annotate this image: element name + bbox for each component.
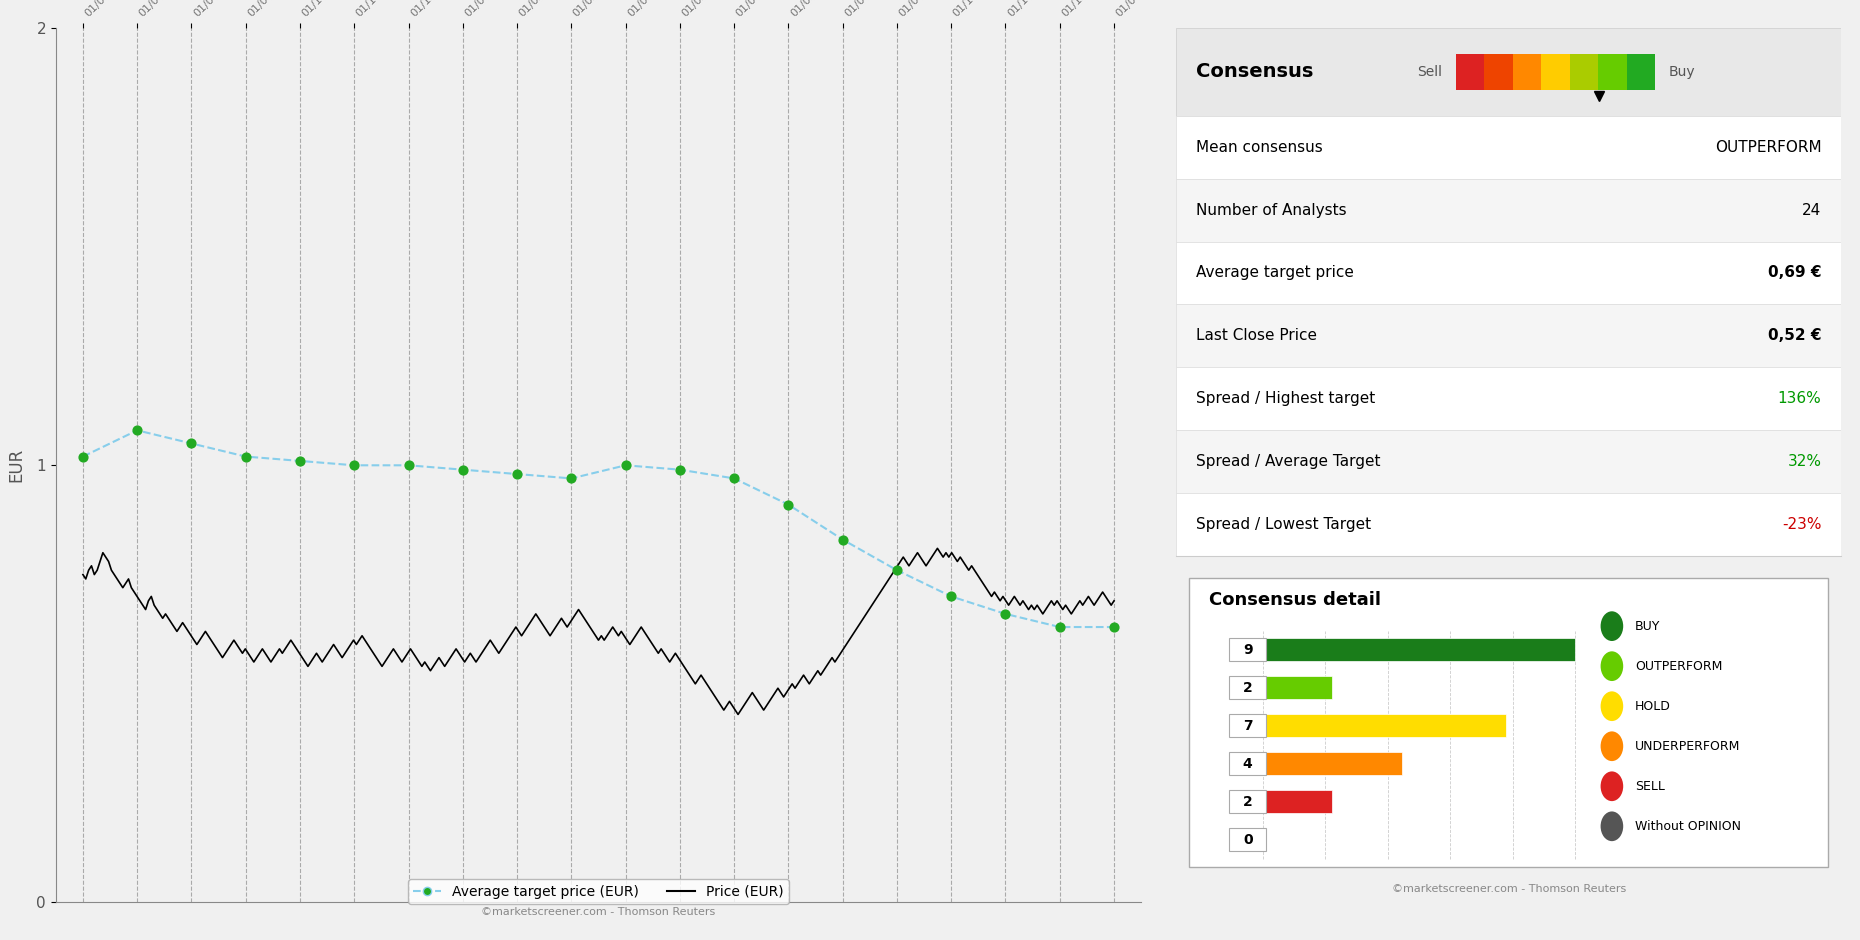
Bar [1229, 752, 1267, 775]
Point [123, 423, 153, 438]
Text: ©marketscreener.com - Thomson Reuters: ©marketscreener.com - Thomson Reuters [482, 907, 716, 916]
Bar [1628, 54, 1655, 90]
Bar [1176, 116, 1841, 179]
Bar [1229, 791, 1267, 813]
Circle shape [1601, 772, 1624, 801]
Bar [1176, 305, 1841, 368]
Text: 32%: 32% [1787, 454, 1821, 469]
Text: Without OPINION: Without OPINION [1635, 820, 1741, 833]
Text: ©marketscreener.com - Thomson Reuters: ©marketscreener.com - Thomson Reuters [1391, 884, 1626, 894]
Text: 2: 2 [1242, 681, 1252, 695]
Bar [1456, 54, 1484, 90]
Bar [1263, 638, 1575, 661]
Text: 7: 7 [1242, 718, 1252, 732]
Circle shape [1601, 691, 1624, 721]
Text: 0,69 €: 0,69 € [1769, 265, 1821, 280]
Text: 0,52 €: 0,52 € [1769, 328, 1821, 343]
Bar [1176, 28, 1841, 116]
Point [1099, 619, 1129, 634]
Point [1045, 619, 1075, 634]
Circle shape [1601, 811, 1624, 841]
Bar [1263, 791, 1332, 813]
Point [285, 453, 314, 468]
Bar [1229, 676, 1267, 699]
Text: Spread / Highest target: Spread / Highest target [1196, 391, 1375, 406]
Circle shape [1601, 731, 1624, 761]
Point [448, 462, 478, 478]
Bar [1542, 54, 1570, 90]
Legend: Average target price (EUR), Price (EUR): Average target price (EUR), Price (EUR) [407, 879, 789, 904]
Point [666, 462, 696, 478]
Text: 4: 4 [1242, 757, 1252, 771]
Bar [1176, 242, 1841, 305]
Text: BUY: BUY [1635, 619, 1661, 633]
Bar [1263, 714, 1507, 737]
Text: SELL: SELL [1635, 780, 1665, 792]
Point [502, 466, 532, 481]
Text: -23%: -23% [1782, 517, 1821, 532]
Point [556, 471, 586, 486]
Bar [1229, 714, 1267, 737]
Bar [1229, 828, 1267, 851]
Bar [1263, 676, 1332, 699]
Text: Consensus: Consensus [1196, 62, 1313, 82]
Bar [1176, 494, 1841, 556]
Text: Spread / Average Target: Spread / Average Target [1196, 454, 1380, 469]
Text: Spread / Lowest Target: Spread / Lowest Target [1196, 517, 1371, 532]
Point [774, 497, 804, 512]
Point [69, 449, 99, 464]
Point [394, 458, 424, 473]
Text: HOLD: HOLD [1635, 699, 1670, 713]
Point [177, 436, 206, 451]
Bar [1176, 431, 1841, 494]
Bar [1484, 54, 1512, 90]
Point [882, 563, 911, 578]
Point [936, 588, 965, 604]
Text: Number of Analysts: Number of Analysts [1196, 202, 1347, 217]
Text: 24: 24 [1802, 202, 1821, 217]
Text: Buy: Buy [1668, 65, 1694, 79]
Bar [1229, 638, 1267, 661]
Text: 136%: 136% [1778, 391, 1821, 406]
Bar [1176, 368, 1841, 431]
Bar [1570, 54, 1598, 90]
Bar [1512, 54, 1542, 90]
Point [339, 458, 368, 473]
Point [991, 606, 1021, 621]
Circle shape [1601, 651, 1624, 682]
Text: Consensus detail: Consensus detail [1209, 591, 1382, 609]
Text: OUTPERFORM: OUTPERFORM [1715, 140, 1821, 154]
Point [720, 471, 750, 486]
Bar [1190, 578, 1828, 868]
Point [610, 458, 640, 473]
Text: Average target price: Average target price [1196, 265, 1354, 280]
Bar [1263, 752, 1402, 775]
Point [231, 449, 260, 464]
Text: Mean consensus: Mean consensus [1196, 140, 1322, 154]
Text: Last Close Price: Last Close Price [1196, 328, 1317, 343]
Y-axis label: EUR: EUR [7, 448, 26, 482]
Circle shape [1601, 611, 1624, 641]
Bar [1598, 54, 1628, 90]
Text: OUTPERFORM: OUTPERFORM [1635, 660, 1722, 673]
Text: 0: 0 [1242, 833, 1252, 847]
Bar [1176, 179, 1841, 242]
Text: UNDERPERFORM: UNDERPERFORM [1635, 740, 1741, 753]
Text: 2: 2 [1242, 794, 1252, 808]
Text: Sell: Sell [1417, 65, 1442, 79]
Point [828, 532, 857, 547]
Text: 9: 9 [1242, 643, 1252, 656]
